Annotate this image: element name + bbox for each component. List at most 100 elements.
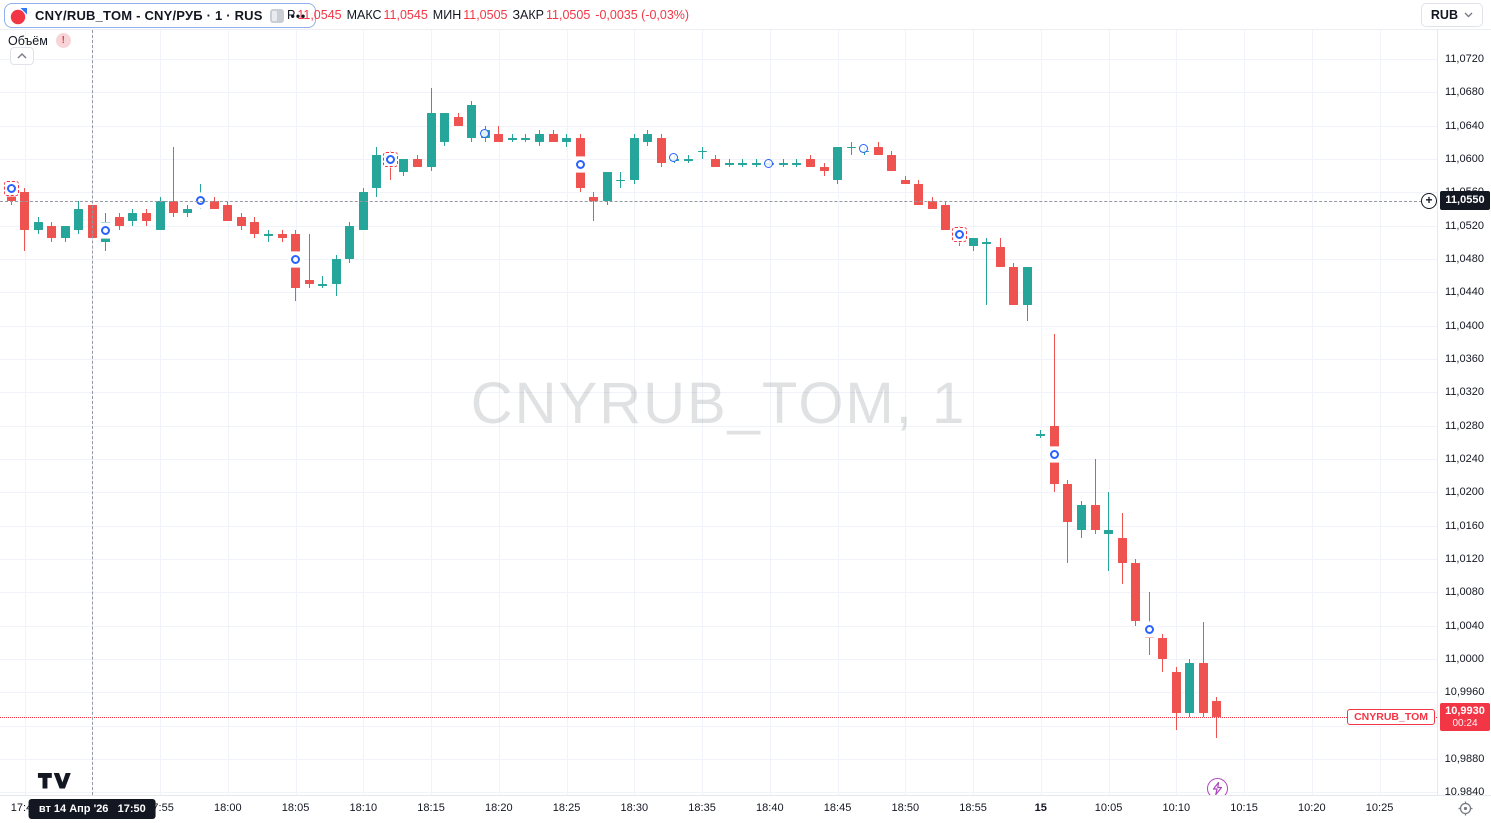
trade-marker-icon[interactable] xyxy=(952,227,967,243)
trade-marker-icon[interactable] xyxy=(572,156,588,172)
trade-marker-ring xyxy=(6,183,16,193)
candle-body xyxy=(1198,663,1208,714)
candle-body xyxy=(413,159,422,168)
trade-marker-icon[interactable] xyxy=(98,223,114,239)
legend-more-button[interactable]: ••• xyxy=(290,8,307,23)
lightning-trade-button[interactable] xyxy=(1206,778,1228,795)
candle-body xyxy=(1185,663,1195,714)
gridline-vertical xyxy=(1040,30,1042,795)
candle-body xyxy=(738,163,748,165)
price-axis-label: 11,0680 xyxy=(1445,86,1484,99)
chart-canvas[interactable]: CNYRUB_TOM, 1 CNYRUB_TOM xyxy=(0,30,1437,795)
gridline-vertical xyxy=(1379,30,1381,795)
candle-wick xyxy=(1040,429,1042,439)
price-axis-label: 11,0280 xyxy=(1445,419,1484,432)
add-alert-plus-button[interactable]: + xyxy=(1421,192,1437,209)
gridline-horizontal xyxy=(0,459,1437,460)
candle-body xyxy=(711,159,721,168)
candle-body xyxy=(209,200,219,209)
price-axis[interactable]: 11,072011,068011,064011,060011,056011,05… xyxy=(1421,30,1491,798)
candle-body xyxy=(155,200,165,230)
chevron-up-icon xyxy=(17,53,27,59)
time-axis-label: 10:10 xyxy=(1162,802,1191,814)
watermark: CNYRUB_TOM, 1 xyxy=(470,371,967,436)
trade-marker-icon[interactable] xyxy=(288,252,304,268)
candle-wick xyxy=(850,142,852,155)
candle-body xyxy=(114,217,124,226)
trade-marker-open-icon[interactable] xyxy=(764,159,774,169)
ohlc-change-value: -0,0035 (-0,03%) xyxy=(595,8,690,22)
candle-body xyxy=(629,138,639,180)
symbol-legend-pill[interactable]: CNY/RUB_TOM - CNY/РУБ · 1 · RUS ••• xyxy=(4,3,317,28)
trade-marker-icon[interactable] xyxy=(1141,621,1157,637)
gridline-vertical xyxy=(905,30,907,795)
last-price-line xyxy=(0,717,1437,719)
candle-body xyxy=(33,221,43,230)
price-axis-label: 11,0160 xyxy=(1445,519,1484,532)
time-axis-label: 10:05 xyxy=(1094,802,1123,814)
axis-settings-gear-icon[interactable] xyxy=(1458,801,1473,821)
ohlc-high-value: 11,0545 xyxy=(383,8,428,22)
candle-body xyxy=(1104,529,1114,534)
tradingview-logo[interactable] xyxy=(37,773,73,794)
gridline-horizontal xyxy=(0,559,1437,560)
collapse-legend-button[interactable] xyxy=(10,47,34,65)
trade-marker-ring xyxy=(101,226,111,236)
volume-warning-badge[interactable]: ! xyxy=(55,33,71,48)
price-line-tag: CNYRUB_TOM xyxy=(1347,709,1435,726)
candle-body xyxy=(399,159,409,172)
volume-indicator-label[interactable]: Объём xyxy=(8,33,48,48)
candle-body xyxy=(331,259,341,284)
candle-body xyxy=(778,163,788,165)
gridline-vertical xyxy=(973,30,975,795)
gridline-horizontal xyxy=(0,292,1437,294)
candle-body xyxy=(1131,563,1141,622)
candle-body xyxy=(819,167,829,172)
gridline-vertical xyxy=(363,30,365,795)
crosshair-vertical-line xyxy=(92,30,94,795)
candle-body xyxy=(643,134,653,143)
candle-wick xyxy=(267,229,269,243)
candle-body xyxy=(1076,504,1086,530)
price-axis-label: 11,0080 xyxy=(1445,586,1484,599)
candle-body xyxy=(440,113,450,143)
trade-marker-icon[interactable] xyxy=(1046,447,1062,463)
candle-body xyxy=(697,150,707,153)
candle-body xyxy=(589,196,599,201)
trade-marker-open-icon[interactable] xyxy=(859,144,869,154)
gridline-horizontal xyxy=(0,625,1437,627)
candle-body xyxy=(805,159,815,168)
time-axis-label: 18:55 xyxy=(959,802,987,814)
time-axis[interactable]: 17:4517:5017:5518:0018:0518:1018:1518:20… xyxy=(0,795,1491,823)
price-axis-label: 10,9880 xyxy=(1444,753,1485,765)
price-axis-label: 11,0040 xyxy=(1445,619,1484,632)
trade-marker-ring xyxy=(1049,450,1059,460)
price-axis-label: 11,0480 xyxy=(1445,253,1484,265)
trade-marker-open-icon[interactable] xyxy=(669,152,679,162)
gridline-vertical xyxy=(1108,30,1110,795)
time-axis-label: 18:40 xyxy=(756,802,784,814)
price-axis-label: 11,0120 xyxy=(1445,553,1484,565)
symbol-title: CNY/RUB_TOM - CNY/РУБ · 1 · RUS xyxy=(35,8,263,23)
gridline-vertical xyxy=(1244,30,1246,795)
gridline-vertical xyxy=(24,30,26,795)
candle-body xyxy=(995,246,1005,268)
trade-marker-icon[interactable] xyxy=(382,152,398,168)
legend-panel-icon[interactable] xyxy=(269,8,284,23)
price-axis-label: 11,0360 xyxy=(1445,353,1484,365)
candle-body xyxy=(1009,267,1019,305)
candle-body xyxy=(1117,538,1127,564)
currency-selector[interactable]: RUB xyxy=(1420,3,1483,27)
gridline-horizontal xyxy=(0,725,1437,727)
trade-marker-icon[interactable] xyxy=(3,180,19,196)
price-axis-label: 11,0200 xyxy=(1445,486,1484,499)
candle-body xyxy=(900,179,910,184)
gridline-vertical xyxy=(634,30,636,795)
time-axis-label: 18:25 xyxy=(552,802,581,814)
trade-marker-open-icon[interactable] xyxy=(479,128,489,138)
ohlc-high-label: МАКС xyxy=(346,8,382,22)
gridline-vertical xyxy=(566,30,568,795)
time-axis-label: 10:20 xyxy=(1298,802,1326,814)
candle-body xyxy=(751,163,761,165)
time-axis-label: 10:15 xyxy=(1230,802,1258,814)
